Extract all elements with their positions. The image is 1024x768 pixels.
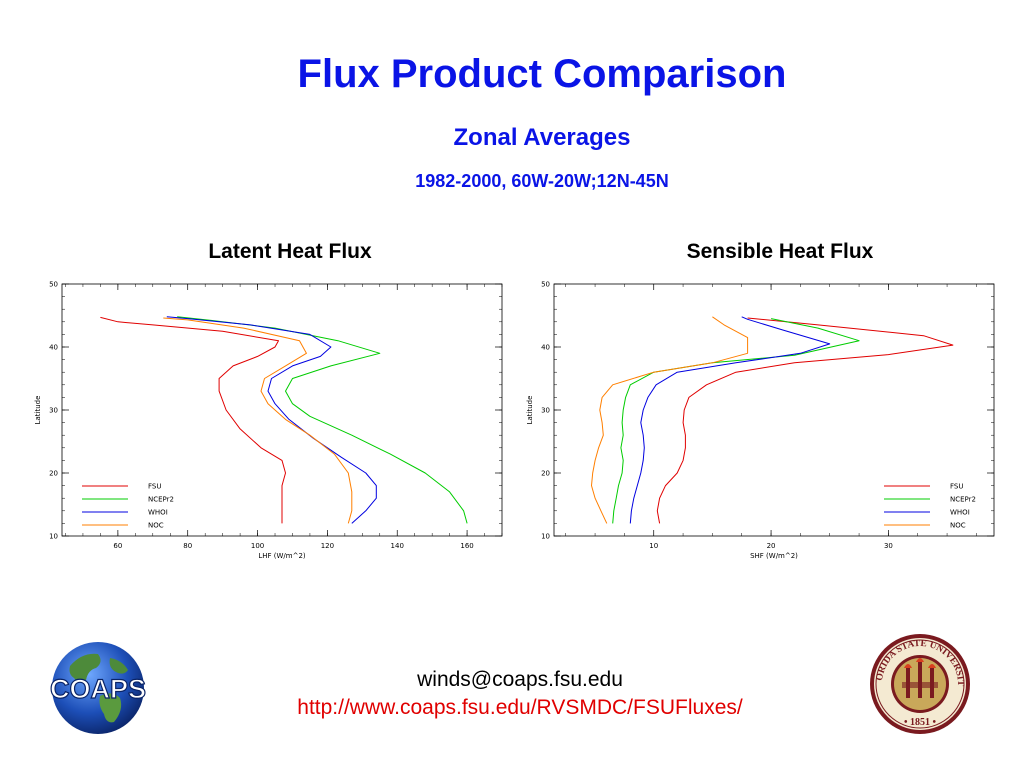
legend-label-noc: NOC (950, 522, 966, 530)
legend-label-fsu: FSU (148, 483, 161, 491)
latent-heat-flux-chart: 60 80 100 120 140 160 10 20 30 40 50 LHF (W/m^2) Lat… (34, 281, 503, 560)
x-tick-label: 120 (321, 542, 334, 550)
x-tick-label: 20 (767, 542, 776, 550)
legend-label-ncepr2: NCEPr2 (148, 496, 174, 504)
legend-label-whoi: WHOI (950, 509, 970, 517)
latent-heat-flux-title: Latent Heat Flux (208, 240, 372, 263)
x-tick-label: 160 (460, 542, 473, 550)
legend-label-noc: NOC (148, 522, 164, 530)
legend-label-ncepr2: NCEPr2 (950, 496, 976, 504)
series-line-ncepr2 (612, 318, 860, 524)
y-tick-label: 40 (49, 344, 58, 352)
y-tick-label: 10 (541, 533, 550, 541)
contact-url-link[interactable]: http://www.coaps.fsu.edu/RVSMDC/FSUFluxe… (297, 696, 743, 719)
y-tick-label: 30 (541, 407, 550, 415)
sensible-heat-flux-chart: 10 20 30 10 20 30 40 50 SHF (W/m^2) Latitude FSU NC… (526, 281, 995, 560)
series-line-fsu (656, 317, 954, 524)
series-line-ncepr2 (177, 316, 468, 524)
legend-label-whoi: WHOI (148, 509, 168, 517)
legend-label-fsu: FSU (950, 483, 963, 491)
university-seal-icon: FLORIDA STATE UNIVERSITY • 1851 • (868, 632, 970, 734)
period-label: 1982-2000, 60W-20W;12N-45N (415, 171, 669, 191)
series-line-whoi (166, 316, 377, 524)
x-tick-label: 140 (391, 542, 404, 550)
coaps-logo-text: COAPS (50, 674, 146, 704)
x-axis-label: LHF (W/m^2) (258, 552, 306, 560)
y-tick-label: 30 (49, 407, 58, 415)
x-tick-label: 10 (649, 542, 658, 550)
series-line-noc (163, 317, 353, 524)
y-axis-label: Latitude (34, 396, 42, 425)
x-axis-label: SHF (W/m^2) (750, 552, 798, 560)
x-tick-label: 100 (251, 542, 264, 550)
y-tick-label: 10 (49, 533, 58, 541)
series-line-noc (591, 316, 749, 524)
page-subtitle: Zonal Averages (453, 124, 631, 151)
x-tick-label: 30 (884, 542, 893, 550)
x-tick-label: 60 (113, 542, 122, 550)
contact-email[interactable]: winds@coaps.fsu.edu (417, 668, 623, 691)
y-tick-label: 20 (49, 470, 58, 478)
series-line-fsu (100, 316, 286, 524)
y-axis-label: Latitude (526, 396, 534, 425)
series-line-whoi (629, 316, 831, 524)
page-title: Flux Product Comparison (297, 52, 787, 96)
y-tick-label: 50 (541, 281, 550, 289)
sensible-heat-flux-title: Sensible Heat Flux (686, 240, 874, 263)
y-tick-label: 20 (541, 470, 550, 478)
x-tick-label: 80 (183, 542, 192, 550)
plot-frame (553, 283, 995, 537)
globe-logo-icon: COAPS (49, 642, 147, 734)
seal-year-text: • 1851 • (904, 717, 937, 728)
y-tick-label: 40 (541, 344, 550, 352)
y-tick-label: 50 (49, 281, 58, 289)
